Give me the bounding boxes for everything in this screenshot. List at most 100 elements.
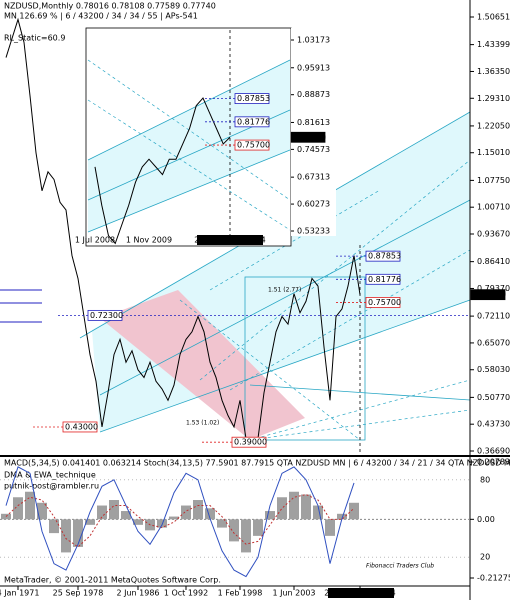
level-label: 0.77740 <box>293 133 326 142</box>
x-label-bg <box>328 588 394 598</box>
pink-band <box>100 290 305 440</box>
level-label-box <box>470 289 506 301</box>
y-tick-label: 0.50770 <box>477 393 510 402</box>
inset-channel-line <box>87 149 291 233</box>
macd-bar <box>61 519 71 553</box>
macd-bar <box>169 516 179 520</box>
y-tick-label: 1.15010 <box>477 148 510 157</box>
y2-tick-label: 80 <box>480 475 490 484</box>
indicator-title: MACD(5,34,5) 0.041401 0.063214 Stoch(34,… <box>4 459 510 468</box>
annotation: 1.53 (1.02) <box>186 420 219 427</box>
y-tick-label: 0.36690 <box>477 447 510 456</box>
macd-bar <box>265 511 275 520</box>
x-tick-label: 2 Jun 1986 <box>116 589 159 598</box>
chart-title: NZDUSD,Monthly 0.78016 0.78108 0.77589 0… <box>4 2 216 11</box>
level-label-box <box>290 131 326 143</box>
y-tick-label: 0.43730 <box>477 420 510 429</box>
macd-bar <box>157 519 167 528</box>
channel-line <box>99 299 471 433</box>
x-tick-label: 4 Jan 1971 <box>0 589 39 598</box>
annotation: Fibonacci Traders Club <box>366 563 434 570</box>
price-line <box>94 97 231 245</box>
inset-chart: 1.03173 0.95913 0.88873 0.81613 0.74573 0.673… <box>75 27 336 247</box>
inset-fan-line <box>87 99 291 231</box>
level-label-box <box>365 250 401 262</box>
y-tick-label: 0.93670 <box>477 230 510 239</box>
y-tick-label: 1.07750 <box>477 176 510 185</box>
macd-bar <box>229 519 239 542</box>
main-chart: NZDUSD,Monthly 0.78016 0.78108 0.77589 0… <box>0 2 506 455</box>
annotation: putnik-post@rambler.ru <box>4 482 99 491</box>
level-label: 0.81776 <box>237 117 270 126</box>
level-label-box <box>234 116 270 128</box>
level-label-box <box>234 93 270 104</box>
annotation: 1.51 (2.77) <box>268 287 301 294</box>
fan-line <box>209 189 381 291</box>
macd-bar <box>121 511 131 520</box>
y-tick-label: 0.72110 <box>477 312 510 321</box>
inset-y-tick-label: 0.95913 <box>297 63 330 72</box>
macd-bar <box>313 505 323 520</box>
level-label: 0.87853 <box>237 94 270 103</box>
x-tick-label: 1 Feb 1998 <box>218 589 263 598</box>
chart-info: MN 126.69 % | 6 / 43200 / 34 / 34 / 55 |… <box>4 12 198 21</box>
inset-x-label: 1 Nov 2009 <box>126 236 172 245</box>
x-tick-label: 1 Jun 2003 <box>272 589 315 598</box>
indicator-line <box>5 466 355 578</box>
y-tick-label: 1.43399 <box>477 40 510 49</box>
fan-line <box>249 409 471 441</box>
inset-y-tick-label: 0.81613 <box>297 118 330 127</box>
indicator-panel: MACD(5,34,5) 0.041401 0.063214 Stoch(34,… <box>0 455 510 598</box>
macd-bar <box>49 519 59 534</box>
level-label: 0.39000 <box>234 438 267 447</box>
y2-tick-label: 20 <box>480 553 490 562</box>
x-tick-label: 2011.12.01 09:34 <box>324 589 395 598</box>
macd-bar <box>337 513 347 520</box>
level-label: 0.75700 <box>237 141 270 150</box>
box <box>244 276 366 441</box>
macd-bar <box>73 519 83 547</box>
level-label-box <box>234 139 270 151</box>
channel-line <box>99 199 471 396</box>
price-line <box>5 17 361 443</box>
macd-bar <box>217 519 227 528</box>
indicator-line <box>5 493 355 548</box>
fan-line <box>179 299 361 441</box>
inset-y-tick-label: 1.03173 <box>297 36 330 45</box>
x-label-bg <box>197 235 263 245</box>
annotation: DMA & EWA_technique <box>4 471 96 480</box>
level-label-box <box>365 297 401 308</box>
inset-y-tick-label: 0.60273 <box>297 200 330 209</box>
inset-y-tick-label: 0.53233 <box>297 227 330 236</box>
y-tick-label: 0.65070 <box>477 338 510 347</box>
fan-line <box>199 159 471 381</box>
inset-y-tick-label: 0.88873 <box>297 90 330 99</box>
y-tick-label: 1.00710 <box>477 203 510 212</box>
level-label-box <box>365 273 401 285</box>
macd-bar <box>85 519 95 525</box>
y-tick-label: 0.00 <box>477 515 495 524</box>
footer: MetaTrader, © 2001-2011 MetaQuotes Softw… <box>4 576 221 585</box>
y-tick-label: 1.36350 <box>477 67 510 76</box>
macd-bar <box>289 491 299 520</box>
macd-bar <box>277 497 287 520</box>
level-label: 0.87853 <box>368 252 401 261</box>
x-tick-label: 25 Sep 1978 <box>53 589 104 598</box>
inset-y-tick-label: 0.74573 <box>297 145 330 154</box>
y-tick-label: 1.22050 <box>477 121 510 130</box>
y-tick-label: 0.79370 <box>477 284 510 293</box>
y-tick-label: 0.58030 <box>477 365 510 374</box>
level-label: 0.72300 <box>90 311 123 320</box>
macd-bar <box>109 500 119 520</box>
indicator-label: RL_Static=60.9 <box>4 34 65 43</box>
level-label: 0.75700 <box>368 298 401 307</box>
level-label: 0.81776 <box>368 275 401 284</box>
y-tick-label: 1.29310 <box>477 94 510 103</box>
level-label: 0.77740 <box>473 290 506 299</box>
macd-bar <box>133 519 143 525</box>
y-tick-label: 0.20783 <box>477 458 510 467</box>
macd-bar <box>241 519 251 553</box>
macd-bar <box>253 519 263 536</box>
macd-bar <box>181 505 191 520</box>
